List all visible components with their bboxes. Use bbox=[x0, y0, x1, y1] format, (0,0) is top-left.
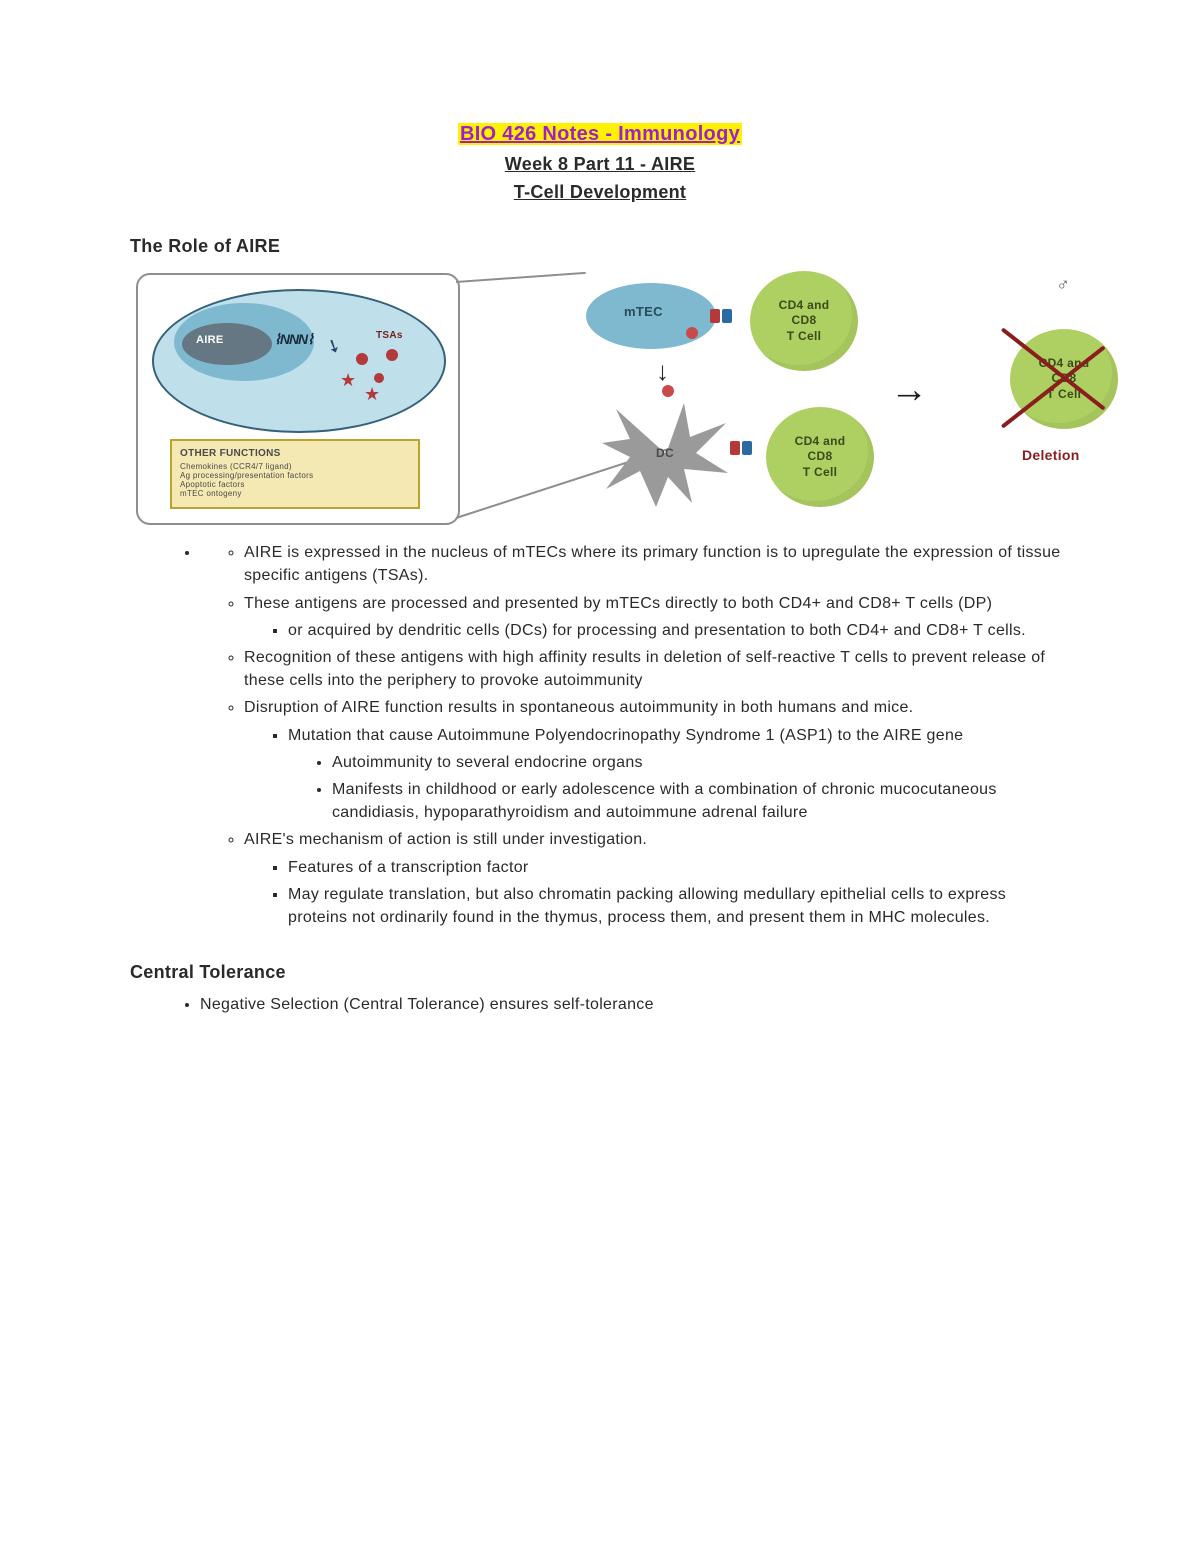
zoom-lead-line bbox=[456, 272, 586, 283]
mhc-receptor-icon bbox=[710, 309, 734, 323]
list-item: or acquired by dendritic cells (DCs) for… bbox=[288, 619, 1070, 642]
func-line: Chemokines (CCR4/7 ligand) bbox=[180, 462, 410, 471]
list-text: AIRE's mechanism of action is still unde… bbox=[244, 831, 647, 848]
list-item: These antigens are processed and present… bbox=[244, 592, 1070, 642]
list-text: Disruption of AIRE function results in s… bbox=[244, 699, 913, 716]
func-line: Apoptotic factors bbox=[180, 480, 410, 489]
t-cell-label: CD4 and CD8 T Cell bbox=[795, 434, 846, 481]
title-block: BIO 426 Notes - Immunology Week 8 Part 1… bbox=[130, 120, 1070, 205]
bullet-list: Negative Selection (Central Tolerance) e… bbox=[200, 993, 1070, 1016]
section-heading-role: The Role of AIRE bbox=[130, 233, 1070, 259]
list-item: May regulate translation, but also chrom… bbox=[288, 883, 1070, 929]
list-item: Mutation that cause Autoimmune Polyendoc… bbox=[288, 724, 1070, 825]
t-cell: CD4 and CD8 T Cell bbox=[750, 271, 858, 371]
right-arrow-icon: → bbox=[890, 363, 928, 418]
list-item: AIRE's mechanism of action is still unde… bbox=[244, 828, 1070, 929]
mtec-label: mTEC bbox=[624, 303, 663, 322]
document-page: BIO 426 Notes - Immunology Week 8 Part 1… bbox=[0, 0, 1200, 1078]
section-heading-central: Central Tolerance bbox=[130, 959, 1070, 985]
list-item: AIRE is expressed in the nucleus of mTEC… bbox=[200, 541, 1070, 929]
doc-subtitle-1: Week 8 Part 11 - AIRE bbox=[130, 151, 1070, 177]
dc-label: DC bbox=[656, 445, 674, 462]
other-functions-box: OTHER FUNCTIONS Chemokines (CCR4/7 ligan… bbox=[170, 439, 420, 509]
diagram-inset-panel: AIRE ⌇NNN⌇ ➘ TSAs ★ ★ OTHER FUNCTIONS Ch… bbox=[136, 273, 460, 525]
aire-diagram: AIRE ⌇NNN⌇ ➘ TSAs ★ ★ OTHER FUNCTIONS Ch… bbox=[130, 267, 1070, 537]
t-cell: CD4 and CD8 T Cell bbox=[766, 407, 874, 507]
aire-label: AIRE bbox=[196, 333, 223, 349]
tsa-label: TSAs bbox=[376, 329, 403, 344]
deletion-label: Deletion bbox=[1022, 445, 1080, 465]
list-item: Manifests in childhood or early adolesce… bbox=[332, 778, 1070, 824]
antigen-star-icon: ★ bbox=[364, 387, 380, 401]
dna-icon: ⌇NNN⌇ bbox=[274, 329, 313, 349]
func-title: OTHER FUNCTIONS bbox=[180, 447, 410, 462]
list-text: These antigens are processed and present… bbox=[244, 595, 992, 612]
func-line: mTEC ontogeny bbox=[180, 489, 410, 498]
mhc-receptor-icon bbox=[730, 441, 754, 455]
list-item: Autoimmunity to several endocrine organs bbox=[332, 751, 1070, 774]
list-item: Recognition of these antigens with high … bbox=[244, 646, 1070, 692]
antigen-star-icon: ★ bbox=[340, 373, 356, 387]
doc-subtitle-2: T-Cell Development bbox=[130, 179, 1070, 205]
list-item: Disruption of AIRE function results in s… bbox=[244, 696, 1070, 824]
bullet-list: AIRE is expressed in the nucleus of mTEC… bbox=[200, 541, 1070, 929]
list-item: AIRE is expressed in the nucleus of mTEC… bbox=[244, 541, 1070, 587]
male-symbol-icon: ♂ bbox=[1056, 271, 1070, 297]
t-cell-label: CD4 and CD8 T Cell bbox=[779, 298, 830, 345]
list-text: Mutation that cause Autoimmune Polyendoc… bbox=[288, 727, 963, 744]
list-item: Negative Selection (Central Tolerance) e… bbox=[200, 993, 1070, 1016]
list-item: Features of a transcription factor bbox=[288, 856, 1070, 879]
func-line: Ag processing/presentation factors bbox=[180, 471, 410, 480]
doc-title: BIO 426 Notes - Immunology bbox=[458, 123, 742, 145]
antigen-dot bbox=[662, 385, 674, 397]
